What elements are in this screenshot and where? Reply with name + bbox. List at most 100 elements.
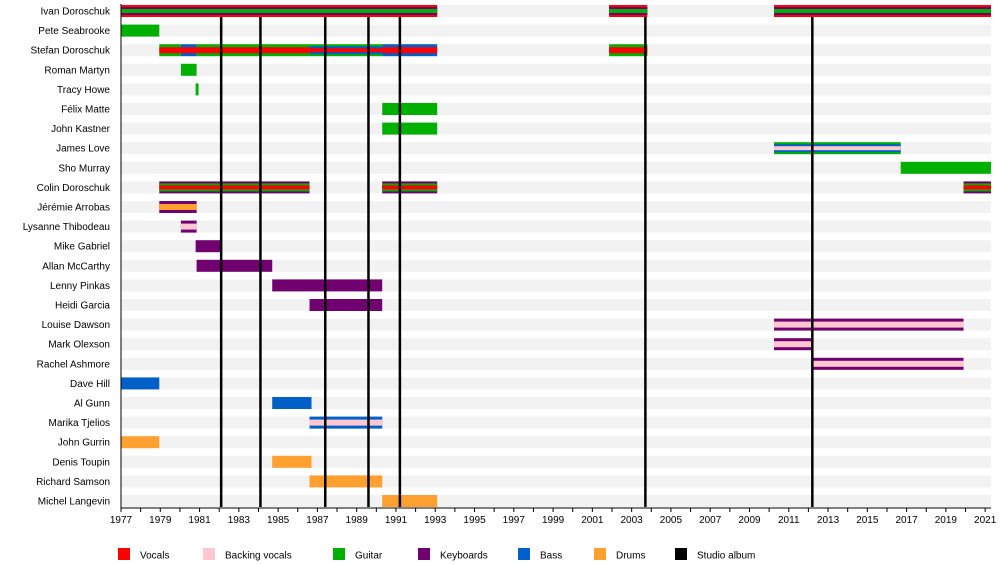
bar-backing <box>774 146 901 151</box>
row-background <box>121 475 992 488</box>
member-label: Lenny Pinkas <box>50 281 110 292</box>
row-background <box>121 240 992 253</box>
x-tick-label: 2015 <box>856 515 879 526</box>
member-label: Colin Doroschuk <box>37 183 111 194</box>
x-tick-label: 2017 <box>895 515 918 526</box>
member-label: Michel Langevin <box>38 497 110 508</box>
bar-drums <box>382 495 438 507</box>
row-background <box>121 259 992 272</box>
x-tick-label: 2011 <box>778 515 800 526</box>
row-background <box>121 377 992 390</box>
bar-vocals <box>159 185 310 190</box>
member-label: Denis Toupin <box>52 457 110 468</box>
bar-vocals <box>382 47 438 54</box>
row-background <box>121 24 992 37</box>
row-background <box>121 103 992 115</box>
member-label: Heidi Garcia <box>55 301 110 312</box>
row-background <box>121 299 992 311</box>
row-background <box>121 279 992 292</box>
bar-guitar <box>382 122 438 135</box>
legend-swatch-album <box>675 548 687 560</box>
x-tick-label: 1993 <box>424 515 447 526</box>
x-tick-label: 1981 <box>188 515 211 526</box>
x-tick-label: 2021 <box>974 515 997 526</box>
x-tick-label: 2001 <box>581 515 604 526</box>
x-tick-label: 1977 <box>110 515 133 526</box>
member-label: Louise Dawson <box>42 320 110 331</box>
legend-label-album: Studio album <box>697 551 755 562</box>
bar-guitar <box>900 161 992 174</box>
x-tick-label: 1979 <box>149 515 172 526</box>
member-label: Félix Matte <box>61 105 110 116</box>
member-label: Marika Tjelios <box>49 418 111 429</box>
member-label: Mark Olexson <box>48 340 110 351</box>
member-label: Mike Gabriel <box>54 242 110 253</box>
x-tick-label: 1983 <box>228 515 251 526</box>
bar-guitar <box>195 83 199 96</box>
bar-vocals <box>609 47 648 54</box>
row-background <box>121 318 992 331</box>
bar-guitar <box>609 9 648 13</box>
bar-guitar <box>121 9 438 13</box>
legend-label-bass: Bass <box>540 551 562 562</box>
legend-swatch-bass <box>518 548 530 560</box>
row-background <box>121 83 992 96</box>
member-label: Jérémie Arrobas <box>37 203 110 214</box>
bar-drums <box>309 475 383 488</box>
row-background <box>121 181 992 194</box>
x-tick-label: 1985 <box>267 515 290 526</box>
legend-swatch-drums <box>594 548 606 560</box>
bar-drums <box>272 455 312 468</box>
member-label: Roman Martyn <box>44 65 110 76</box>
bar-backing <box>774 341 813 348</box>
member-label: Dave Hill <box>70 379 110 390</box>
member-label: Lysanne Thibodeau <box>23 222 110 233</box>
row-background <box>121 455 992 468</box>
row-background <box>121 416 992 429</box>
x-tick-label: 1999 <box>542 515 565 526</box>
x-tick-label: 1995 <box>463 515 486 526</box>
member-label: Stefan Doroschuk <box>31 46 111 57</box>
legend-swatch-guitar <box>333 548 345 560</box>
x-tick-label: 2009 <box>738 515 761 526</box>
x-tick-label: 1989 <box>346 515 369 526</box>
bar-keyboards <box>272 279 383 292</box>
bar-keyboards <box>195 240 222 253</box>
bar-backing <box>812 360 964 367</box>
bar-drums <box>121 436 160 449</box>
x-tick-label: 2007 <box>699 515 722 526</box>
row-background <box>121 357 992 370</box>
bar-backing <box>774 321 964 328</box>
row-background <box>121 495 992 507</box>
bar-guitar <box>382 103 438 115</box>
member-label: James Love <box>56 144 110 155</box>
member-label: Tracy Howe <box>57 85 110 96</box>
bar-vocals <box>309 48 383 53</box>
member-label: Pete Seabrooke <box>38 26 110 37</box>
member-label: John Gurrin <box>58 438 110 449</box>
bar-backing <box>309 419 383 426</box>
member-label: Richard Samson <box>36 477 110 488</box>
row-background <box>121 220 992 233</box>
row-background <box>121 122 992 135</box>
row-background <box>121 397 992 409</box>
bar-vocals <box>382 185 438 190</box>
bar-keyboards <box>196 259 273 272</box>
member-label: John Kastner <box>51 124 111 135</box>
legend-label-drums: Drums <box>616 551 645 562</box>
member-label: Sho Murray <box>58 163 110 174</box>
member-label: Rachel Ashmore <box>37 359 111 370</box>
bar-vocals <box>963 185 992 190</box>
bar-vocals <box>159 47 181 54</box>
row-background <box>121 201 992 213</box>
legend-swatch-vocals <box>118 548 130 560</box>
x-tick-label: 2003 <box>621 515 644 526</box>
row-background <box>121 436 992 449</box>
x-tick-label: 1997 <box>503 515 526 526</box>
row-background <box>121 161 992 174</box>
bar-guitar <box>121 24 160 37</box>
x-tick-label: 1987 <box>306 515 329 526</box>
bar-vocals <box>180 47 197 54</box>
bar-vocals <box>196 47 310 54</box>
